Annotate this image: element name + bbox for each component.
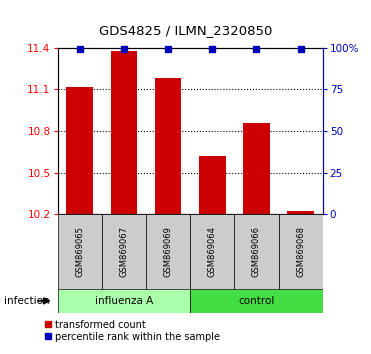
Text: GSM869068: GSM869068 bbox=[296, 226, 305, 277]
Bar bbox=[58, 214, 102, 289]
Bar bbox=[111, 51, 137, 214]
Bar bbox=[199, 156, 226, 214]
Text: GDS4825 / ILMN_2320850: GDS4825 / ILMN_2320850 bbox=[99, 24, 272, 37]
Bar bbox=[66, 87, 93, 214]
Text: control: control bbox=[238, 296, 275, 306]
Bar bbox=[146, 214, 190, 289]
Bar bbox=[234, 214, 279, 289]
Legend: transformed count, percentile rank within the sample: transformed count, percentile rank withi… bbox=[44, 320, 220, 342]
Text: GSM869067: GSM869067 bbox=[119, 226, 128, 277]
Bar bbox=[279, 214, 323, 289]
Text: GSM869066: GSM869066 bbox=[252, 226, 261, 277]
Bar bbox=[102, 214, 146, 289]
Bar bbox=[58, 289, 190, 313]
Bar bbox=[288, 211, 314, 214]
Bar bbox=[190, 289, 323, 313]
Text: influenza A: influenza A bbox=[95, 296, 153, 306]
Text: infection: infection bbox=[4, 296, 49, 306]
Bar bbox=[243, 122, 270, 214]
Text: GSM869069: GSM869069 bbox=[164, 226, 173, 277]
Bar bbox=[155, 78, 181, 214]
Text: GSM869065: GSM869065 bbox=[75, 226, 84, 277]
Bar bbox=[190, 214, 234, 289]
Text: GSM869064: GSM869064 bbox=[208, 226, 217, 277]
